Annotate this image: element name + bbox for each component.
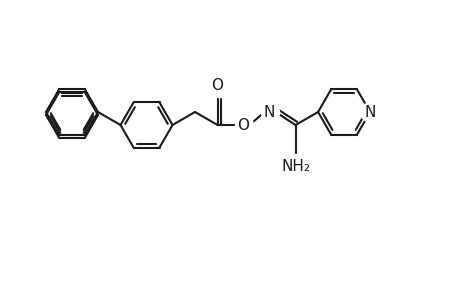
Text: N: N [364,104,375,119]
Text: NH₂: NH₂ [280,159,309,174]
Text: O: O [211,78,223,93]
Text: N: N [263,104,274,119]
Text: O: O [237,118,249,133]
